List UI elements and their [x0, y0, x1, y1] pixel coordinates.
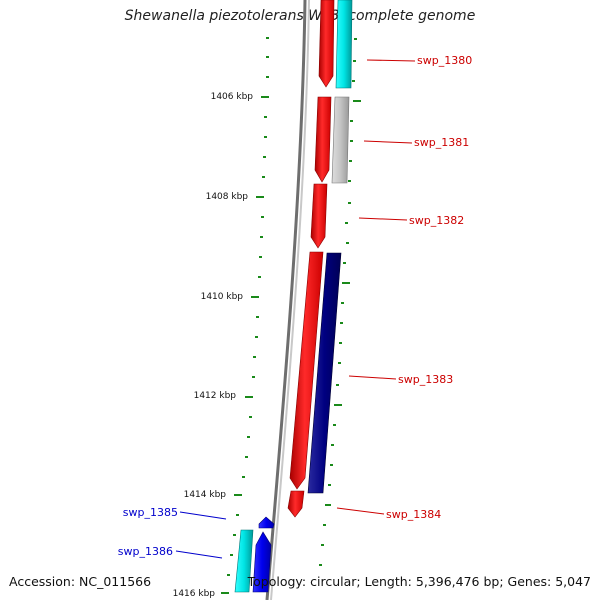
tick-labels: 1406 kbp 1408 kbp 1410 kbp 1412 kbp 1414… [173, 92, 254, 599]
tick-label-1414: 1414 kbp [184, 490, 227, 500]
tick-label-1416: 1416 kbp [173, 589, 216, 599]
feature-gray [331, 96, 350, 184]
tick-label-1406: 1406 kbp [211, 92, 254, 102]
feature-swp_1385 [258, 516, 275, 529]
feature-cyan-top [335, 0, 353, 89]
genome-title: Shewanella piezotolerans WP3, complete g… [124, 8, 476, 24]
accession-text: Accession: NC_011566 [9, 574, 152, 589]
backbone [265, 0, 310, 600]
feature-swp_1384 [287, 490, 305, 518]
gene-label-swp_1380: swp_1380 [417, 54, 472, 67]
gene-label-swp_1383: swp_1383 [398, 373, 453, 386]
gene-label-swp_1385: swp_1385 [123, 506, 178, 519]
gc-content-outer [319, 38, 361, 566]
tick-label-1412: 1412 kbp [194, 391, 237, 401]
feature-navy [307, 252, 342, 494]
feature-swp_1380 [318, 0, 335, 88]
gene-leader-lines [175, 59, 416, 559]
feature-swp_1386 [252, 531, 272, 593]
forward-strand-features [287, 0, 335, 518]
gene-labels: swp_1380 swp_1381 swp_1382 swp_1383 swp_… [118, 54, 472, 558]
topology-text: Topology: circular; Length: 5,396,476 bp… [247, 574, 591, 589]
feature-swp_1383 [289, 251, 324, 490]
feature-swp_1381 [314, 96, 332, 183]
feature-cyan-bottom [234, 529, 254, 593]
feature-swp_1382 [310, 183, 328, 249]
gene-label-swp_1381: swp_1381 [414, 136, 469, 149]
gc-content-inner [221, 37, 269, 594]
gene-label-swp_1384: swp_1384 [386, 508, 441, 521]
reverse-strand-features [234, 0, 353, 593]
tick-label-1410: 1410 kbp [201, 292, 244, 302]
tick-label-1408: 1408 kbp [206, 192, 249, 202]
gene-label-swp_1386: swp_1386 [118, 545, 173, 558]
gene-label-swp_1382: swp_1382 [409, 214, 464, 227]
